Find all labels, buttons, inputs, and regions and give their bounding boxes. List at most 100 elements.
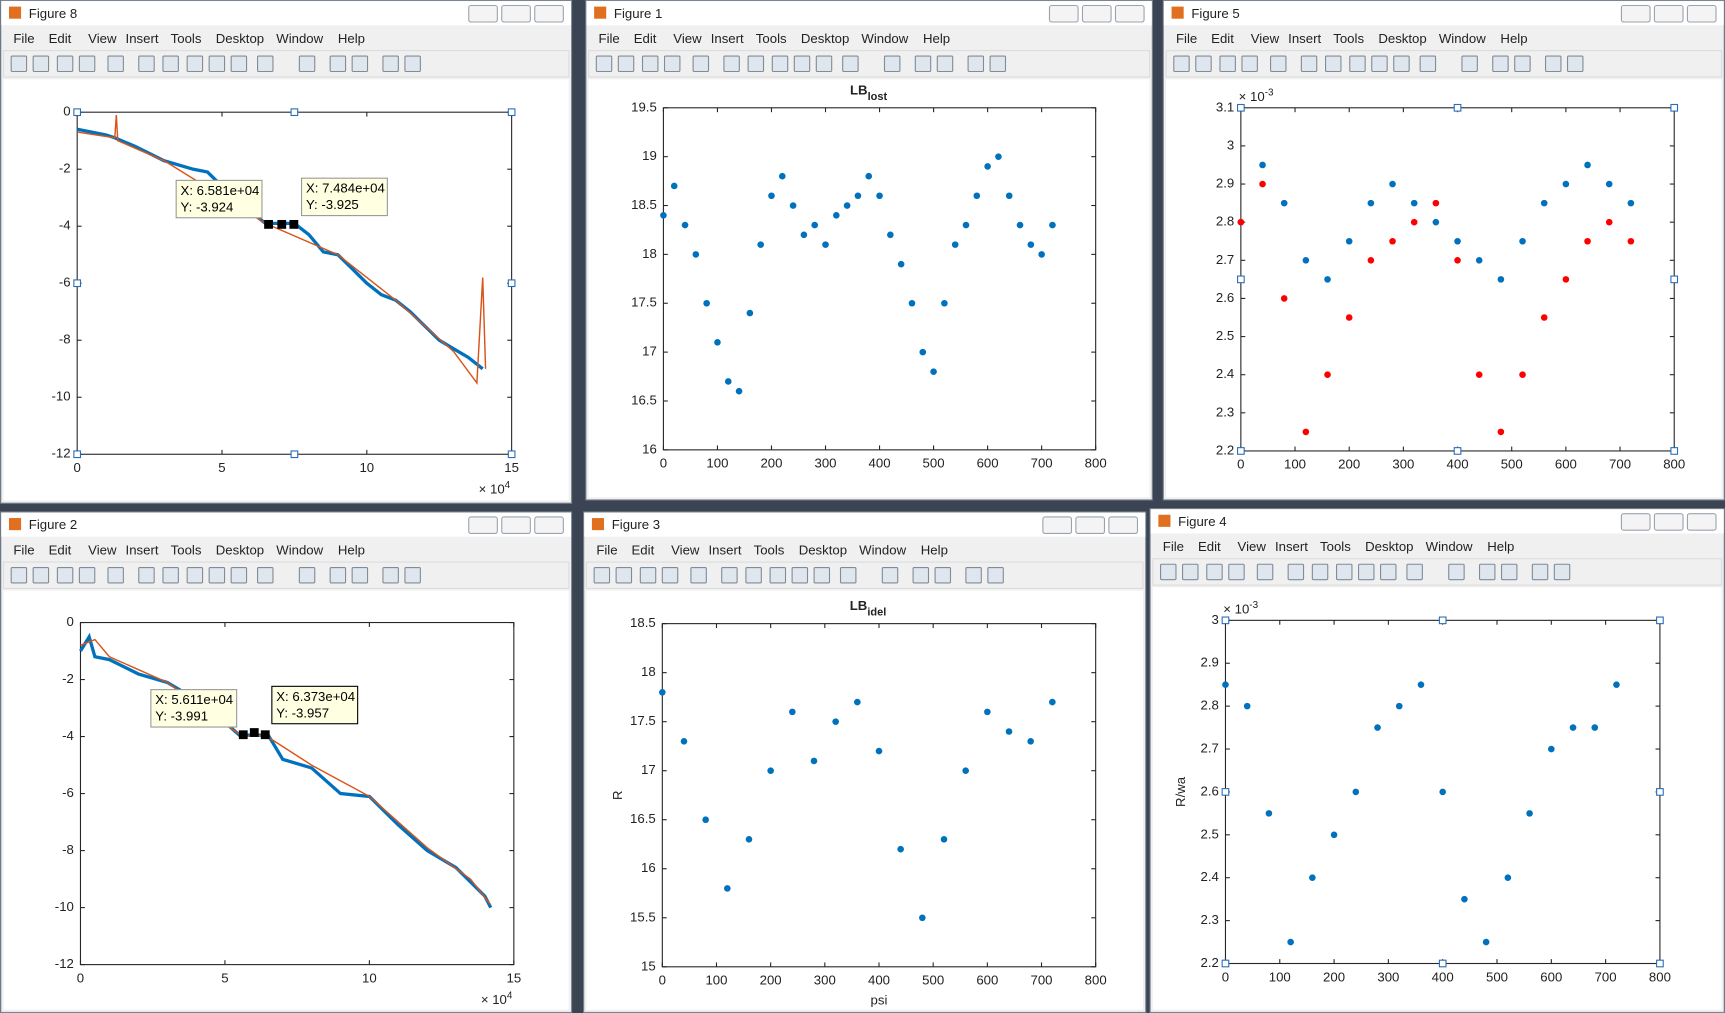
selection-handle[interactable] — [507, 108, 516, 117]
close-button[interactable] — [534, 516, 564, 534]
toolbar-button[interactable] — [1270, 55, 1287, 73]
menu-item[interactable]: View — [88, 31, 117, 46]
toolbar-button[interactable] — [793, 55, 811, 73]
toolbar-button[interactable] — [771, 55, 789, 73]
selection-handle[interactable] — [1237, 275, 1245, 284]
datatip-box[interactable] — [150, 689, 238, 728]
menu-item[interactable]: Window — [1439, 31, 1486, 46]
selection-handle[interactable] — [1237, 447, 1245, 455]
toolbar-button[interactable] — [815, 55, 833, 73]
menu-item[interactable]: Desktop — [216, 31, 264, 46]
menu-item[interactable]: Insert — [711, 31, 744, 46]
close-button[interactable] — [1686, 513, 1717, 531]
toolbar-button[interactable] — [230, 566, 248, 584]
datatip-box[interactable] — [301, 177, 388, 217]
menu-item[interactable]: Desktop — [216, 543, 264, 558]
selection-handle[interactable] — [1656, 616, 1664, 625]
menu-item[interactable]: Insert — [1275, 539, 1308, 554]
toolbar-button[interactable] — [382, 55, 399, 73]
toolbar-button[interactable] — [1325, 55, 1342, 73]
menu-item[interactable]: Help — [923, 31, 950, 46]
maximize-button[interactable] — [501, 516, 531, 534]
menu-item[interactable]: Window — [861, 31, 908, 46]
selection-handle[interactable] — [290, 450, 299, 459]
menu-item[interactable]: Insert — [126, 31, 159, 46]
menu-item[interactable]: Window — [276, 543, 323, 558]
toolbar-button[interactable] — [404, 55, 421, 73]
selection-handle[interactable] — [1221, 616, 1230, 625]
toolbar-button[interactable] — [1206, 563, 1223, 581]
toolbar-button[interactable] — [107, 55, 124, 73]
toolbar-button[interactable] — [1419, 55, 1437, 73]
toolbar-button[interactable] — [1195, 55, 1212, 73]
menu-item[interactable]: Help — [921, 543, 948, 558]
toolbar-button[interactable] — [78, 566, 96, 584]
selection-handle[interactable] — [1670, 275, 1679, 284]
menu-item[interactable]: Help — [1500, 31, 1527, 46]
selection-handle[interactable] — [1438, 959, 1447, 968]
toolbar-button[interactable] — [186, 566, 204, 584]
toolbar-button[interactable] — [723, 55, 740, 73]
toolbar-button[interactable] — [967, 55, 985, 73]
menu-item[interactable]: View — [1238, 539, 1267, 554]
maximize-button[interactable] — [1075, 516, 1106, 534]
selection-handle[interactable] — [1656, 959, 1664, 968]
toolbar-button[interactable] — [1336, 563, 1353, 581]
menu-item[interactable]: Desktop — [1365, 539, 1413, 554]
toolbar-button[interactable] — [721, 566, 738, 584]
toolbar-button[interactable] — [382, 566, 399, 584]
toolbar-button[interactable] — [791, 566, 809, 584]
toolbar-button[interactable] — [813, 566, 831, 584]
menu-item[interactable]: Tools — [171, 31, 202, 46]
datatip-box[interactable] — [175, 179, 263, 219]
toolbar-button[interactable] — [593, 566, 611, 584]
toolbar-button[interactable] — [595, 55, 613, 73]
toolbar-button[interactable] — [663, 55, 681, 73]
toolbar-button[interactable] — [1300, 55, 1318, 73]
toolbar-button[interactable] — [912, 566, 930, 584]
toolbar-button[interactable] — [936, 55, 954, 73]
selection-handle[interactable] — [73, 279, 82, 288]
toolbar-button[interactable] — [839, 566, 857, 584]
menu-item[interactable]: Tools — [1333, 31, 1364, 46]
toolbar-button[interactable] — [329, 55, 347, 73]
toolbar-button[interactable] — [842, 55, 859, 73]
toolbar-button[interactable] — [617, 55, 635, 73]
toolbar-button[interactable] — [1311, 563, 1329, 581]
menu-item[interactable]: Edit — [49, 31, 72, 46]
toolbar-button[interactable] — [162, 566, 179, 584]
selection-handle[interactable] — [1221, 788, 1230, 796]
menu-item[interactable]: File — [1176, 31, 1197, 46]
toolbar-button[interactable] — [1448, 563, 1465, 581]
toolbar-button[interactable] — [298, 566, 316, 584]
toolbar-button[interactable] — [1544, 55, 1562, 73]
menu-item[interactable]: Edit — [1211, 31, 1234, 46]
toolbar-button[interactable] — [351, 566, 369, 584]
toolbar-button[interactable] — [1566, 55, 1584, 73]
toolbar-button[interactable] — [257, 566, 274, 584]
menu-item[interactable]: File — [1163, 539, 1184, 554]
toolbar-button[interactable] — [769, 566, 787, 584]
menu-item[interactable]: Tools — [756, 31, 787, 46]
toolbar-button[interactable] — [404, 566, 421, 584]
toolbar-button[interactable] — [1349, 55, 1366, 73]
toolbar-button[interactable] — [1256, 563, 1274, 581]
selection-handle[interactable] — [1237, 103, 1245, 112]
toolbar-button[interactable] — [138, 55, 155, 73]
menu-item[interactable]: Edit — [634, 31, 657, 46]
menu-item[interactable]: Window — [276, 31, 323, 46]
toolbar-button[interactable] — [32, 566, 50, 584]
menu-item[interactable]: Tools — [754, 543, 785, 558]
toolbar-button[interactable] — [208, 55, 226, 73]
selection-handle[interactable] — [1670, 103, 1679, 112]
toolbar-button[interactable] — [1182, 563, 1199, 581]
toolbar-button[interactable] — [230, 55, 248, 73]
maximize-button[interactable] — [1081, 4, 1112, 23]
menu-item[interactable]: Insert — [709, 543, 742, 558]
selection-handle[interactable] — [290, 108, 299, 117]
menu-item[interactable]: Insert — [126, 543, 159, 558]
maximize-button[interactable] — [1653, 513, 1684, 531]
toolbar-button[interactable] — [1219, 55, 1236, 73]
minimize-button[interactable] — [1042, 516, 1073, 534]
menu-item[interactable]: Tools — [1320, 539, 1351, 554]
